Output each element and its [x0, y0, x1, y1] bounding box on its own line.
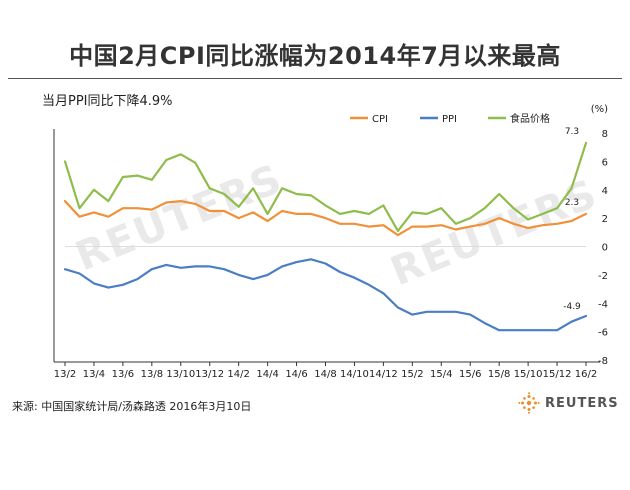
- chart-subtitle: 当月PPI同比下降4.9%: [42, 94, 173, 109]
- x-tick-label: 13/8: [141, 369, 163, 380]
- data-label: 7.3: [565, 127, 579, 137]
- legend-label: PPI: [442, 114, 457, 125]
- y-tick-label: -4: [598, 299, 608, 310]
- x-tick-label: 13/4: [83, 369, 105, 380]
- x-tick-label: 15/4: [430, 369, 452, 380]
- y-unit-label: (%): [591, 104, 608, 115]
- source-note: 来源: 中国国家统计局/汤森路透 2016年3月10日: [12, 400, 252, 413]
- x-tick-label: 14/6: [285, 369, 307, 380]
- x-tick-label: 15/12: [543, 369, 572, 380]
- legend-label: CPI: [372, 114, 388, 125]
- title-divider: [8, 78, 622, 79]
- y-tick-label: -2: [598, 271, 608, 282]
- x-tick-label: 14/8: [314, 369, 336, 380]
- y-tick-label: 4: [602, 186, 608, 197]
- x-tick-label: 15/6: [459, 369, 481, 380]
- x-tick-label: 15/10: [514, 369, 543, 380]
- x-tick-label: 13/10: [166, 369, 195, 380]
- x-tick-label: 14/2: [227, 369, 249, 380]
- reuters-logo: REUTERS: [518, 392, 619, 414]
- legend-label: 食品价格: [510, 112, 550, 125]
- data-label: 2.3: [565, 198, 579, 208]
- x-tick-label: 13/6: [112, 369, 134, 380]
- x-tick-label: 13/12: [195, 369, 224, 380]
- x-tick-label: 14/12: [369, 369, 398, 380]
- line-chart: 8 6 4 2 0 -2 -4 -6 -8 (%) 13/2 13/4 13/6 13/8 13/10 13/…: [53, 104, 608, 380]
- y-tick-label: 0: [602, 243, 608, 254]
- x-tick-label: 15/2: [401, 369, 423, 380]
- y-tick-label: -6: [598, 328, 608, 339]
- series-line-ppi: [63, 258, 588, 332]
- x-tick-label: 14/4: [256, 369, 278, 380]
- series-line-food: [63, 141, 588, 232]
- series-line-cpi: [63, 200, 588, 237]
- logo-text: REUTERS: [545, 395, 619, 411]
- x-tick-label: 13/2: [54, 369, 76, 380]
- chart-title: 中国2月CPI同比涨幅为2014年7月以来最高: [69, 42, 561, 70]
- reuters-logo-icon: [518, 392, 540, 414]
- data-label: -4.9: [563, 302, 581, 312]
- y-tick-label: 8: [602, 129, 608, 140]
- y-tick-label: 2: [602, 214, 608, 225]
- x-tick-label: 14/10: [340, 369, 369, 380]
- y-tick-label: 6: [602, 157, 608, 168]
- x-tick-label: 15/8: [488, 369, 510, 380]
- y-tick-label: -8: [598, 356, 608, 367]
- x-tick-label: 16/2: [575, 369, 597, 380]
